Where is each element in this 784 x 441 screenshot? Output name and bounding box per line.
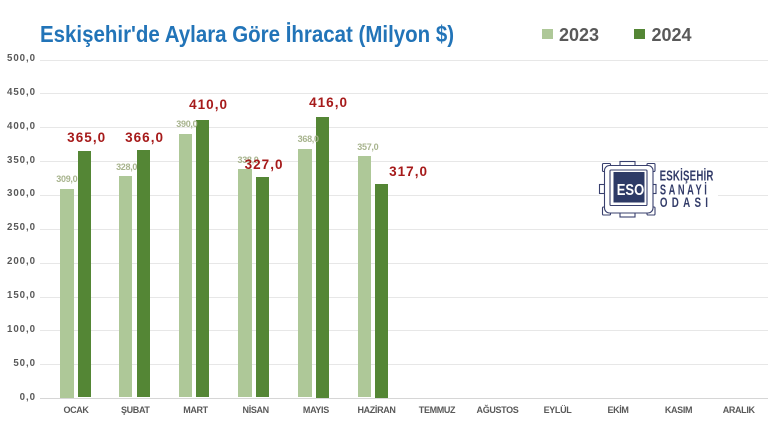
svg-text:SANAYİ: SANAYİ (660, 180, 710, 198)
svg-text:ESKİŞEHİR: ESKİŞEHİR (660, 166, 714, 184)
svg-text:ESO: ESO (617, 182, 645, 199)
svg-text:ODASI: ODASI (660, 194, 712, 210)
